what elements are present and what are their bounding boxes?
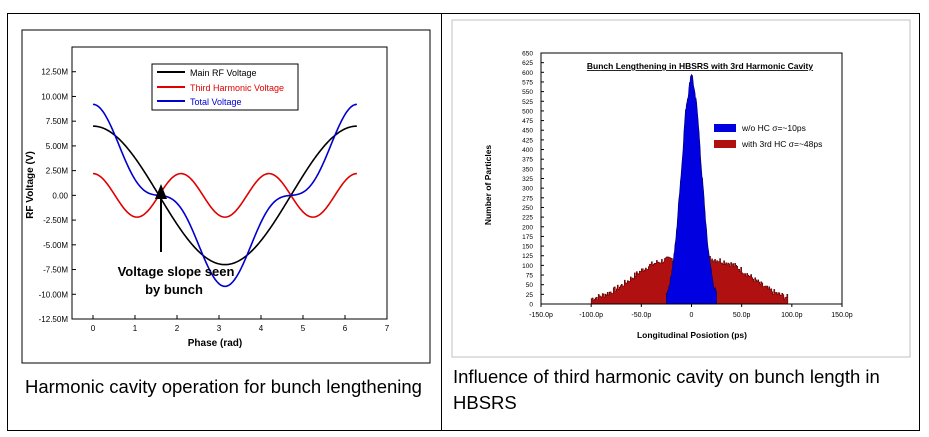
left-y-tick-label: -5.00M	[43, 241, 68, 250]
right-x-tick-label: 0	[690, 312, 694, 319]
right-plot-area	[540, 52, 843, 305]
table-divider	[441, 13, 442, 431]
right-y-tick-label: 200	[522, 224, 533, 231]
right-y-tick-label: 125	[522, 253, 533, 260]
right-y-tick-label: 400	[522, 147, 533, 154]
left-x-tick-label: 2	[175, 324, 180, 333]
right-y-tick-label: 300	[522, 186, 533, 193]
left-y-tick-label: -10.00M	[39, 290, 69, 299]
right-y-tick-label: 650	[522, 51, 533, 58]
right-y-tick-label: 450	[522, 128, 533, 135]
right-x-tick-label: 150.0p	[831, 312, 853, 319]
right-y-tick-label: 25	[526, 292, 534, 299]
right-x-tick-label: 50.0p	[733, 312, 751, 319]
right-y-tick-label: 100	[522, 263, 533, 270]
left-x-tick-label: 1	[133, 324, 138, 333]
third-harmonic-line	[92, 172, 357, 218]
right-y-tick-label: 325	[522, 176, 533, 183]
right-y-axis-label: Number of Particles	[483, 145, 493, 226]
right-figure-frame	[451, 19, 911, 358]
left-legend: Main RF Voltage Third Harmonic Voltage T…	[151, 63, 299, 111]
annotation-line1: Voltage slope seen	[118, 264, 235, 279]
right-y-tick-label: 250	[522, 205, 533, 212]
annotation-line2: by bunch	[145, 282, 203, 297]
legend-blue-swatch	[714, 124, 736, 132]
without-hc-histogram	[666, 73, 717, 304]
right-y-tick-label: 375	[522, 157, 533, 164]
legend-main-label: Main RF Voltage	[190, 68, 257, 78]
left-x-axis-label: Phase (rad)	[188, 338, 242, 349]
slope-annotation: Voltage slope seen by bunch	[118, 184, 235, 297]
right-y-tick-label: 150	[522, 244, 533, 251]
right-y-tick-label: 0	[529, 302, 533, 309]
left-x-tick-label: 3	[217, 324, 222, 333]
right-caption: Influence of third harmonic cavity on bu…	[453, 366, 880, 413]
right-y-tick-label: 600	[522, 70, 533, 77]
right-y-tick-label: 275	[522, 195, 533, 202]
right-y-tick-label: 500	[522, 108, 533, 115]
left-y-tick-label: 7.50M	[46, 117, 69, 126]
total-voltage-line	[92, 103, 357, 288]
left-x-tick-label: 6	[343, 324, 348, 333]
legend-total-label: Total Voltage	[190, 97, 242, 107]
right-x-tick-label: -100.0p	[579, 312, 603, 319]
figure-table	[7, 13, 920, 431]
right-y-tick-label: 575	[522, 79, 533, 86]
legend-third-label: Third Harmonic Voltage	[190, 83, 284, 93]
right-chart-title: Bunch Lengthening in HBSRS with 3rd Harm…	[587, 61, 813, 71]
right-y-tick-label: 425	[522, 137, 533, 144]
left-y-tick-label: -12.50M	[39, 315, 69, 324]
right-x-tick-label: 100.0p	[781, 312, 803, 319]
bunch-histogram-chart: 0 25 50 75 100 125 150 175 200 225 250 275 300 325 350…	[451, 19, 911, 358]
left-y-tick-label: 0.00	[52, 191, 68, 200]
voltage-chart: -12.50M -10.00M -7.50M -5.00M -2.50M 0.00 2.50…	[21, 29, 431, 364]
left-y-tick-label: 5.00M	[46, 142, 69, 151]
right-y-tick-label: 550	[522, 89, 533, 96]
left-y-axis-label: RF Voltage (V)	[25, 151, 36, 219]
right-y-tick-label: 350	[522, 166, 533, 173]
right-y-tick-label: 475	[522, 118, 533, 125]
left-y-tick-label: 10.00M	[41, 92, 68, 101]
annotation-arrow-head	[155, 184, 167, 199]
main-rf-voltage-line	[92, 125, 357, 266]
right-y-tick-label: 625	[522, 60, 533, 67]
right-y-tick-label: 75	[526, 273, 534, 280]
right-x-tick-label: -50.0p	[631, 312, 651, 319]
left-y-tick-label: 12.50M	[41, 68, 68, 77]
right-y-tick-label: 525	[522, 99, 533, 106]
left-x-tick-label: 7	[385, 324, 390, 333]
legend-red-label: with 3rd HC σ=~48ps	[741, 139, 822, 149]
right-x-axis-label: Longitudinal Posiotion (ps)	[637, 330, 747, 340]
left-y-tick-label: -7.50M	[43, 266, 68, 275]
left-y-tick-label: 2.50M	[46, 167, 69, 176]
left-figure-frame	[21, 29, 431, 364]
right-x-tick-label: -150.0p	[529, 312, 553, 319]
right-y-tick-label: 50	[526, 282, 534, 289]
right-legend: w/o HC σ=~10ps with 3rd HC σ=~48ps	[714, 123, 822, 149]
left-x-tick-label: 0	[91, 324, 96, 333]
legend-blue-label: w/o HC σ=~10ps	[741, 123, 806, 133]
right-y-tick-label: 175	[522, 234, 533, 241]
right-y-tick-label: 225	[522, 215, 533, 222]
left-y-tick-label: -2.50M	[43, 216, 68, 225]
left-x-tick-label: 5	[301, 324, 306, 333]
left-caption: Harmonic cavity operation for bunch leng…	[25, 376, 422, 397]
left-x-tick-label: 4	[259, 324, 264, 333]
legend-red-swatch	[714, 140, 736, 148]
